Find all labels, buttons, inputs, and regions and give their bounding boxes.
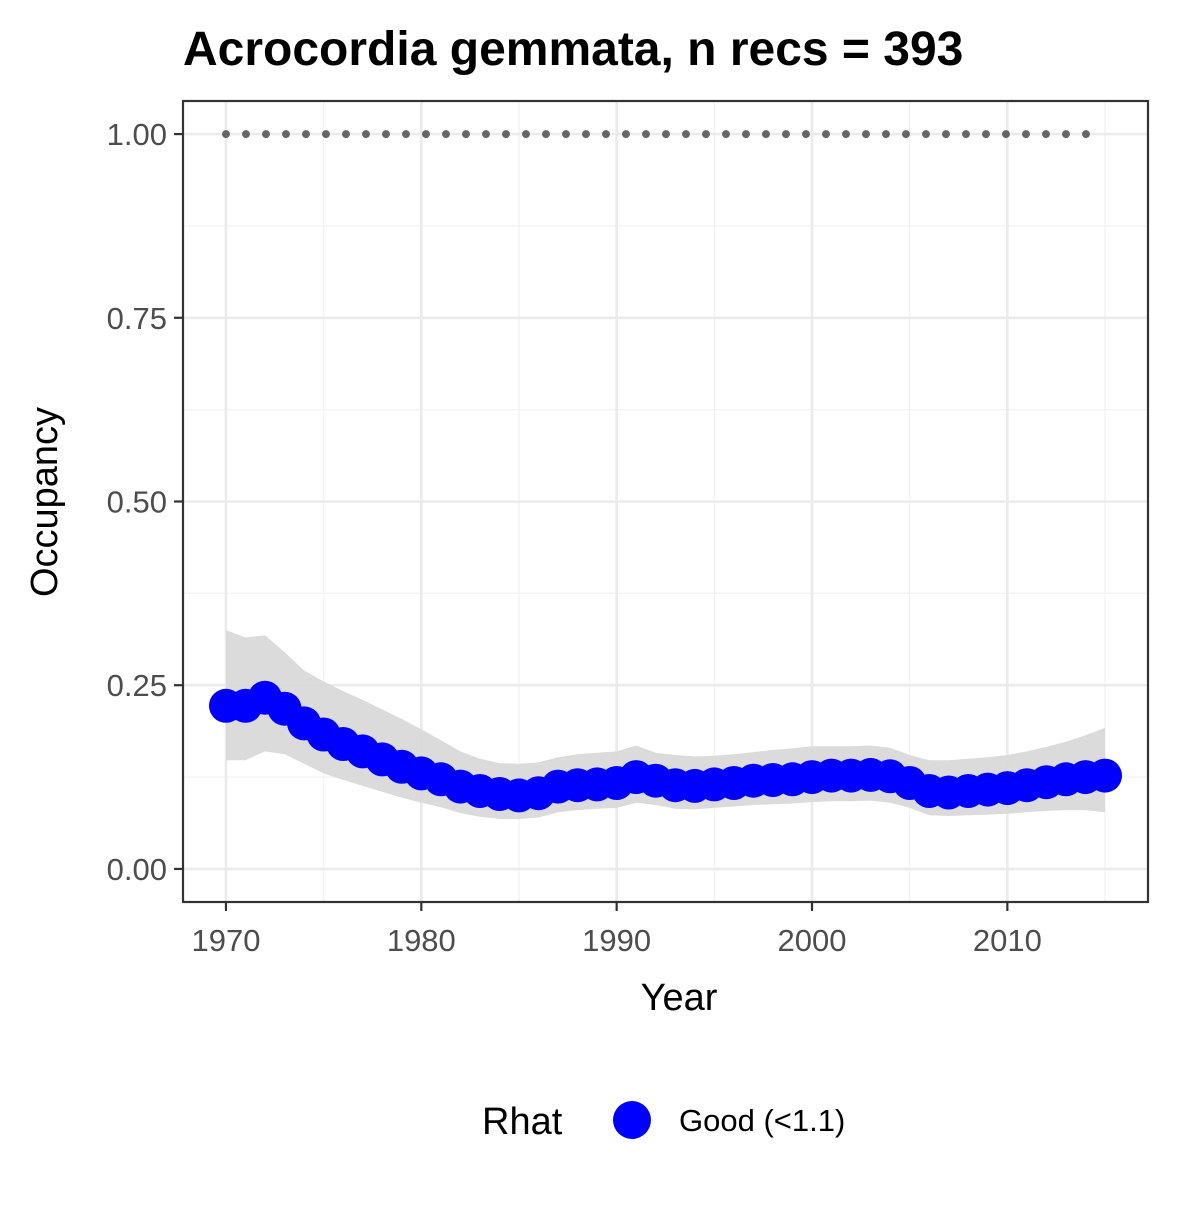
y-tick-label: 0.00 [107,852,167,887]
legend: Rhat Good (<1.1) [482,1101,845,1143]
legend-label-good: Good (<1.1) [679,1103,845,1138]
x-tick-label: 1970 [191,923,260,958]
axes: 0.00 0.25 0.50 0.75 1.00 1970 1980 1990 2000 2010 [107,117,1042,958]
x-axis-title: Year [641,977,718,1019]
data-point [1088,758,1122,793]
legend-key-good [613,1101,651,1139]
x-tick-label: 2000 [778,923,847,958]
y-tick-label: 0.75 [107,301,167,336]
x-tick-label: 1990 [582,923,651,958]
x-tick-label: 1980 [387,923,456,958]
y-tick-label: 0.25 [107,668,167,703]
legend-title: Rhat [482,1101,563,1143]
occupancy-series [209,680,1122,813]
chart-title: Acrocordia gemmata, n recs = 393 [183,23,963,76]
x-tick-label: 2010 [973,923,1042,958]
y-tick-label: 0.50 [107,485,167,520]
y-tick-label: 1.00 [107,117,167,152]
y-axis-title: Occupancy [24,407,66,597]
